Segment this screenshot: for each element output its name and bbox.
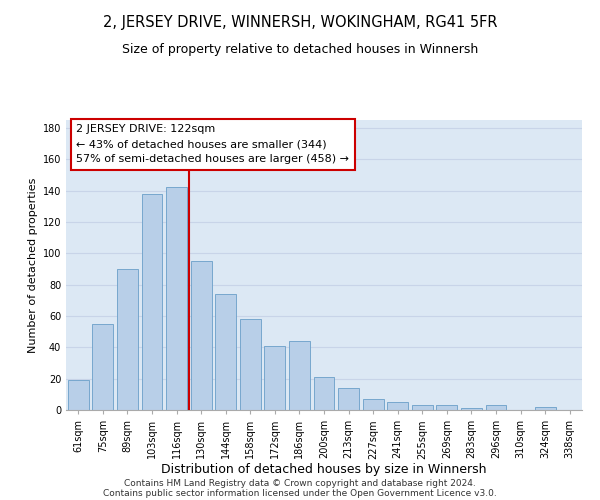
Bar: [215, 294, 236, 410]
Text: 2 JERSEY DRIVE: 122sqm
← 43% of detached houses are smaller (344)
57% of semi-de: 2 JERSEY DRIVE: 122sqm ← 43% of detached…: [76, 124, 349, 164]
Bar: [461, 408, 482, 410]
Bar: [142, 194, 163, 410]
Bar: [535, 407, 556, 410]
Bar: [387, 402, 408, 410]
Bar: [338, 388, 359, 410]
Bar: [117, 269, 138, 410]
Bar: [68, 380, 89, 410]
Bar: [314, 377, 334, 410]
Bar: [265, 346, 286, 410]
Bar: [166, 188, 187, 410]
Bar: [289, 341, 310, 410]
X-axis label: Distribution of detached houses by size in Winnersh: Distribution of detached houses by size …: [161, 462, 487, 475]
Bar: [92, 324, 113, 410]
Text: Contains HM Land Registry data © Crown copyright and database right 2024.: Contains HM Land Registry data © Crown c…: [124, 478, 476, 488]
Bar: [436, 406, 457, 410]
Bar: [485, 406, 506, 410]
Bar: [191, 261, 212, 410]
Bar: [240, 319, 261, 410]
Text: Contains public sector information licensed under the Open Government Licence v3: Contains public sector information licen…: [103, 488, 497, 498]
Bar: [412, 406, 433, 410]
Bar: [362, 399, 383, 410]
Text: 2, JERSEY DRIVE, WINNERSH, WOKINGHAM, RG41 5FR: 2, JERSEY DRIVE, WINNERSH, WOKINGHAM, RG…: [103, 15, 497, 30]
Text: Size of property relative to detached houses in Winnersh: Size of property relative to detached ho…: [122, 42, 478, 56]
Y-axis label: Number of detached properties: Number of detached properties: [28, 178, 38, 352]
